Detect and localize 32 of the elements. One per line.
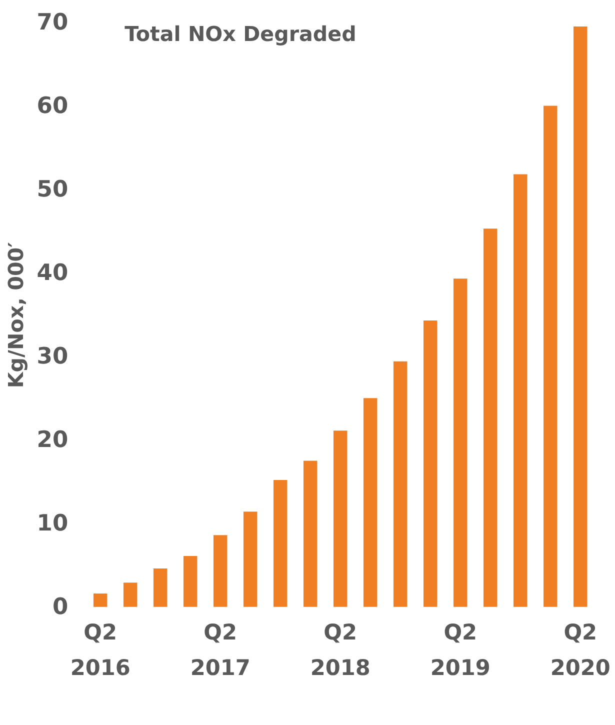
x-tick-label: Q2 2019 bbox=[430, 620, 490, 682]
chart-title: Total NOx Degraded bbox=[124, 22, 356, 46]
bar bbox=[544, 106, 558, 607]
x-tick-label: Q2 2016 bbox=[70, 620, 130, 682]
bar bbox=[303, 460, 318, 607]
y-tick-label: 30 bbox=[36, 344, 68, 370]
y-axis-title: Kg/Nox, 000′ bbox=[4, 242, 28, 388]
bar bbox=[333, 430, 348, 607]
bar bbox=[273, 480, 288, 607]
bar bbox=[243, 512, 258, 607]
bar bbox=[424, 320, 438, 607]
bar bbox=[213, 535, 228, 607]
bar bbox=[574, 26, 588, 607]
y-tick-label: 10 bbox=[36, 510, 68, 537]
bar bbox=[123, 582, 138, 607]
bar bbox=[183, 556, 198, 607]
y-tick-label: 50 bbox=[36, 176, 68, 203]
x-tick-label: Q2 2018 bbox=[310, 620, 370, 682]
y-tick-label: 60 bbox=[36, 93, 68, 120]
y-tick-label: 0 bbox=[52, 594, 68, 620]
bar bbox=[153, 568, 168, 607]
x-tick-label: Q2 2017 bbox=[190, 620, 250, 682]
y-tick-label: 40 bbox=[36, 260, 68, 286]
bar bbox=[454, 278, 468, 607]
bar bbox=[514, 174, 528, 607]
bar bbox=[394, 361, 408, 607]
y-tick-label: 70 bbox=[36, 10, 68, 36]
bar bbox=[363, 398, 378, 607]
bar bbox=[93, 594, 108, 607]
x-tick-label: Q2 2020 bbox=[550, 620, 610, 682]
bar bbox=[484, 228, 498, 607]
y-tick-label: 20 bbox=[36, 427, 68, 454]
